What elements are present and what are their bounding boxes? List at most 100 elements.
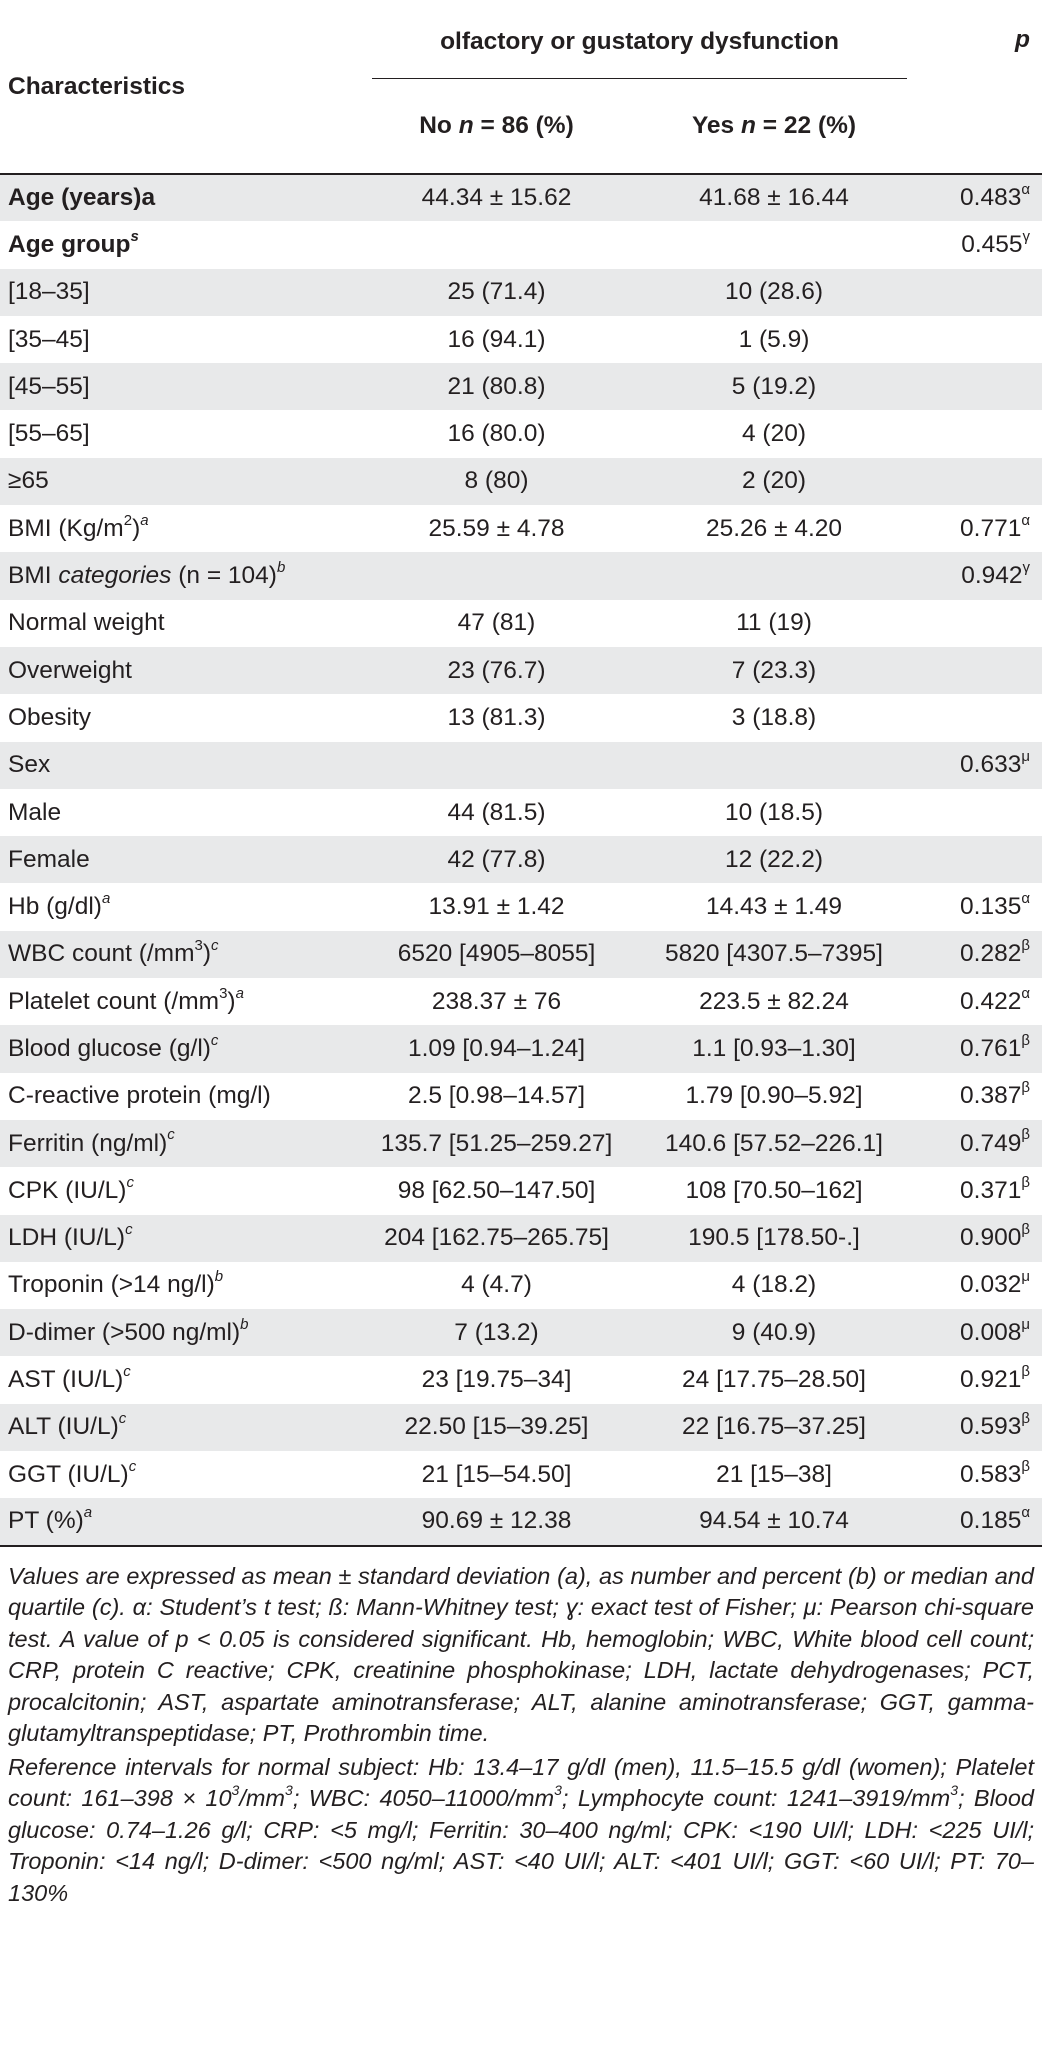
cell-yes: 24 [17.75–28.50] — [682, 1366, 866, 1394]
row-label-text: D-dimer (>500 ng/ml) — [8, 1318, 241, 1346]
cell-yes: 14.43 ± 1.49 — [705, 893, 843, 921]
table-row: D-dimer (>500 ng/ml)b 7 (13.2) 9 (40.9) 0.0… — [0, 1309, 1042, 1357]
row-label-text: Obesity — [8, 703, 92, 731]
row-label-text: Blood glucose (g/l) — [8, 1034, 211, 1062]
header-no-rest: = 86 (%) — [473, 112, 574, 139]
p-value-test-mark: γ — [1022, 227, 1031, 245]
table-row: Overweight 23 (76.7) 7 (23.3) — [0, 646, 1042, 695]
header-group-rule — [372, 78, 907, 79]
cell-p-value: 0.422α — [917, 978, 1042, 1025]
cell-yes: 190.5 [178.50-.] — [688, 1224, 860, 1252]
row-label-footnote-mark: c — [118, 1410, 127, 1428]
p-value-test-mark: β — [1021, 1126, 1030, 1144]
row-label: Age groups — [0, 221, 362, 268]
table-row: BMI (Kg/m2)a 25.59 ± 4.78 25.26 ± 4.20 0.77… — [0, 505, 1042, 552]
cell-yes: 7 (23.3) — [731, 656, 817, 684]
table-row: Troponin (>14 ng/l)b 4 (4.7) 4 (18.2) 0.032… — [0, 1262, 1042, 1309]
row-label-text: C-reactive protein (mg/l) — [8, 1082, 271, 1110]
p-value-test-mark: μ — [1021, 1268, 1030, 1286]
cell-yes: 12 (22.2) — [724, 845, 824, 873]
cell-yes: 1 (5.9) — [738, 325, 810, 353]
p-value-test-mark: β — [1021, 1362, 1030, 1380]
row-label-exponent: 2 — [123, 511, 133, 529]
p-value-text: 0.593 — [960, 1413, 1022, 1441]
cell-yes: 108 [70.50–162] — [685, 1176, 863, 1204]
p-value-test-mark: β — [1021, 1410, 1030, 1428]
p-value-test-mark: β — [1021, 1221, 1030, 1239]
footnote-abbreviations: Values are expressed as mean ± standard … — [8, 1562, 1034, 1747]
cell-no: 13 (81.3) — [447, 703, 546, 731]
row-label-exponent: 3 — [194, 937, 203, 955]
p-value-text: 0.942 — [961, 562, 1023, 590]
p-value-test-mark: α — [1021, 984, 1030, 1002]
cell-yes — [631, 552, 917, 599]
row-label-text: AST (IU/L) — [8, 1366, 124, 1394]
cell-no: 16 (94.1) — [447, 325, 546, 353]
header-group-title: olfactory or gustatory dysfunction — [362, 0, 917, 79]
row-label-footnote-mark: a — [235, 984, 244, 1002]
cell-p-value: 0.761β — [917, 1025, 1042, 1072]
row-label-text: [55–65] — [8, 420, 90, 448]
row-label: BMI categories (n = 104)b — [0, 552, 362, 599]
row-label-footnote-mark: b — [276, 558, 286, 576]
header-no-column: No n = 86 (%) — [362, 79, 631, 174]
row-label: Troponin (>14 ng/l)b — [0, 1262, 362, 1309]
ref-part-e: ; Blood glucose: 0.74–1.26 g/l; CRP: <5 … — [8, 1785, 1035, 1906]
table-figure: Characteristics olfactory or gustatory d… — [0, 0, 1042, 1906]
row-label-italic: categories — [58, 562, 172, 590]
row-label-text: [18–35] — [8, 278, 90, 306]
header-yes-column: Yes n = 22 (%) — [631, 79, 917, 174]
header-yes-rest: = 22 (%) — [755, 112, 857, 139]
cell-p-value — [917, 789, 1042, 836]
cell-no: 90.69 ± 12.38 — [421, 1507, 572, 1535]
row-label-footnote-mark: a — [140, 511, 149, 529]
p-value-test-mark: α — [1021, 180, 1030, 198]
row-label-text: Ferritin (ng/ml) — [8, 1129, 168, 1157]
cell-yes: 223.5 ± 82.24 — [699, 987, 849, 1015]
cell-p-value: 0.185α — [917, 1498, 1042, 1545]
cell-no: 47 (81) — [457, 609, 536, 637]
row-label-text: [45–55] — [8, 372, 90, 400]
row-label-tail: ) — [227, 987, 236, 1015]
row-label: Platelet count (/mm3)a — [0, 978, 362, 1025]
row-label: Female — [0, 836, 362, 883]
table-row: Age groups 0.455γ — [0, 221, 1042, 268]
cell-p-value: 0.282β — [917, 931, 1042, 978]
p-value-test-mark: β — [1021, 1173, 1030, 1191]
header-yes-n: n — [741, 112, 756, 139]
p-value-text: 0.282 — [960, 940, 1022, 968]
cell-no: 44 (81.5) — [447, 798, 546, 826]
row-label-footnote-mark: b — [214, 1268, 224, 1286]
cell-yes: 22 [16.75–37.25] — [682, 1413, 866, 1441]
table-row: Female 42 (77.8) 12 (22.2) — [0, 836, 1042, 884]
cell-no: 42 (77.8) — [447, 845, 546, 873]
cell-p-value: 0.921β — [917, 1356, 1042, 1403]
row-label: [18–35] — [0, 269, 362, 316]
p-value-text: 0.455 — [961, 230, 1023, 258]
row-label-text: GGT (IU/L) — [8, 1460, 129, 1488]
row-label-text: CPK (IU/L) — [8, 1176, 127, 1204]
ref-part-a: Reference intervals for normal subject: … — [8, 1753, 1034, 1812]
row-label: AST (IU/L)c — [0, 1356, 362, 1403]
p-value-text: 0.771 — [960, 514, 1022, 542]
row-label-text: ≥65 — [8, 467, 49, 495]
row-label: BMI (Kg/m2)a — [0, 505, 362, 552]
row-label-tail: (n = 104) — [171, 562, 277, 590]
row-label-text: WBC count (/mm — [8, 940, 195, 968]
table-row: Male 44 (81.5) 10 (18.5) — [0, 789, 1042, 836]
row-label-text: LDH (IU/L) — [8, 1224, 126, 1252]
row-label-text: Overweight — [8, 656, 132, 684]
ref-part-c: ; WBC: 4050–11000/mm — [292, 1785, 555, 1812]
p-value-text: 0.761 — [960, 1034, 1022, 1062]
cell-yes: 3 (18.8) — [731, 703, 817, 731]
row-label: [55–65] — [0, 410, 362, 457]
row-label: Normal weight — [0, 600, 362, 647]
cell-yes: 5820 [4307.5–7395] — [665, 940, 883, 968]
p-value-test-mark: β — [1021, 937, 1030, 955]
p-value-test-mark: α — [1021, 511, 1030, 529]
header-no-n: n — [458, 112, 474, 139]
table-row: C-reactive protein (mg/l) 2.5 [0.98–14.57… — [0, 1073, 1042, 1120]
cell-no: 238.37 ± 76 — [431, 987, 562, 1015]
cell-p-value: 0.455γ — [917, 221, 1042, 268]
p-value-text: 0.371 — [960, 1176, 1022, 1204]
